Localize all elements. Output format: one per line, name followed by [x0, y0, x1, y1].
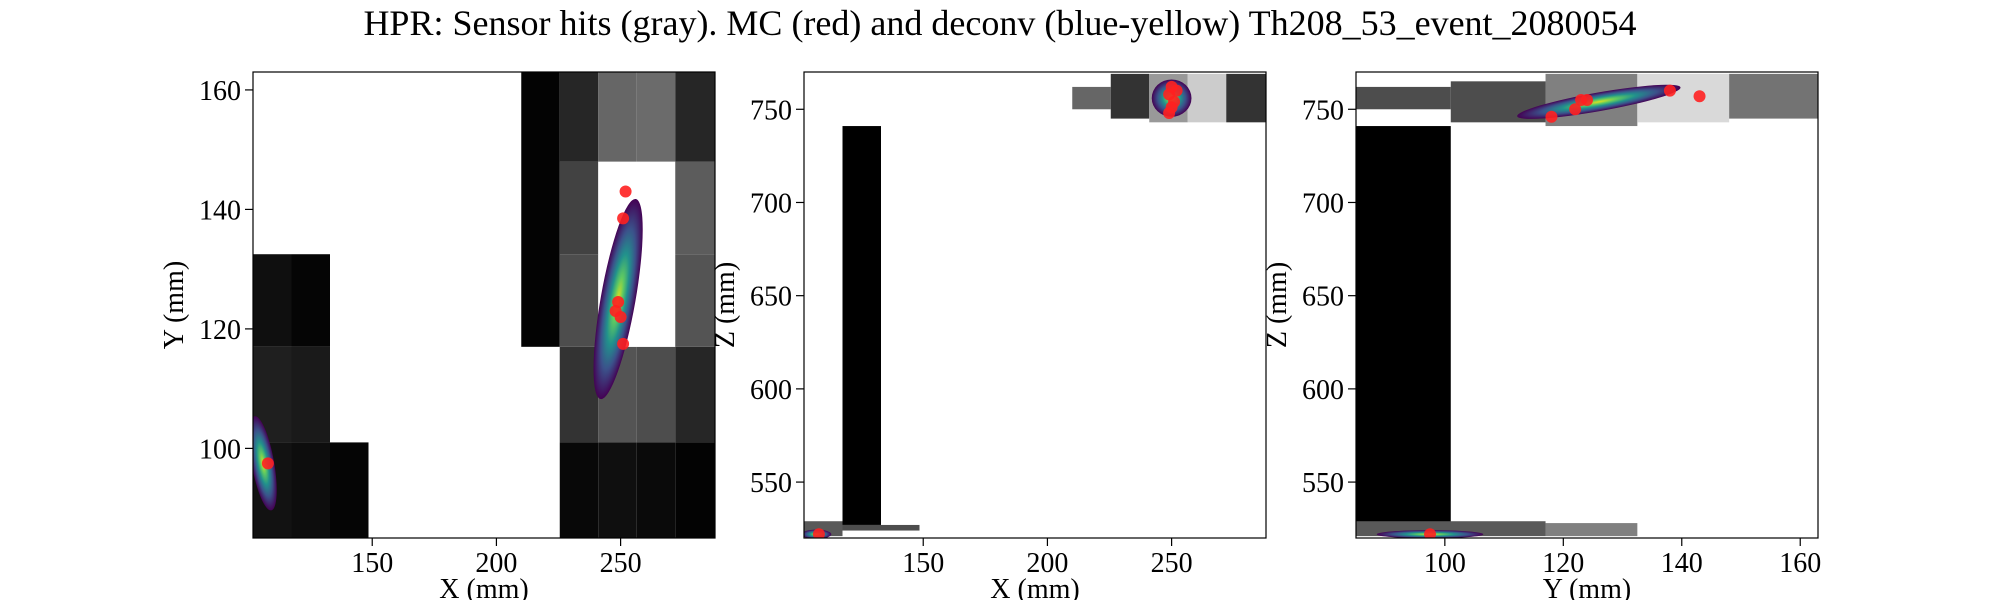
sensor-hit-cell	[1226, 73, 1266, 123]
panel-xy-ylabel: Y (mm)	[159, 261, 190, 349]
x-tick-label: 150	[351, 548, 393, 579]
panel-xz: 150 200 250 550 600 650 700 750 X (mm) Z (mm)	[710, 71, 1267, 600]
sensor-hit-cell	[1110, 73, 1150, 119]
panel-yz-xlabel: Y (mm)	[1543, 574, 1631, 600]
panel-yz-ylabel: Z (mm)	[1262, 262, 1293, 348]
sensor-hit-cell	[636, 72, 676, 162]
mc-point	[1663, 84, 1676, 97]
mc-point	[812, 528, 825, 538]
sensor-hit-cell	[330, 442, 369, 538]
mc-point	[1545, 110, 1558, 123]
mc-point	[1569, 103, 1582, 116]
panel-xz-xlabel: X (mm)	[990, 574, 1079, 600]
y-tick-label: 750	[1302, 95, 1344, 126]
y-tick-label: 700	[750, 188, 792, 219]
panel-yz-plot-area	[1356, 73, 1818, 538]
panel-xy: 150 200 250 100 120 140 160 X (mm) Y (mm)	[159, 71, 716, 600]
figure-title: HPR: Sensor hits (gray). MC (red) and de…	[363, 3, 1637, 43]
sensor-hit-cell	[675, 346, 715, 443]
sensor-hit-cell	[1187, 73, 1227, 123]
deconv-blob	[1517, 84, 1681, 119]
x-tick-label: 250	[1151, 548, 1193, 579]
sensor-hit-cell	[675, 72, 715, 162]
panel-xz-plot-area	[804, 73, 1266, 538]
sensor-hit-cell	[559, 346, 599, 443]
mc-point	[617, 337, 630, 350]
sensor-hit-cell	[559, 254, 599, 347]
panel-xz-axes-frame	[803, 71, 1267, 539]
panel-xy-plot-area	[253, 72, 715, 538]
sensor-hit-cell	[675, 254, 715, 347]
x-tick-label: 140	[1661, 548, 1703, 579]
y-tick-label: 550	[750, 468, 792, 499]
sensor-hit-cell	[559, 161, 599, 255]
sensor-hit-cell	[636, 346, 676, 443]
sensor-hit-cell	[842, 126, 881, 525]
x-tick-label: 200	[1026, 548, 1068, 579]
mc-point	[1693, 90, 1706, 103]
sensor-hit-cell	[598, 442, 637, 538]
sensor-hit-cell	[1729, 73, 1818, 119]
sensor-hit-cell	[1545, 523, 1638, 537]
mc-point	[261, 457, 274, 470]
sensor-hit-cell	[253, 254, 292, 347]
y-tick-label: 120	[199, 315, 241, 346]
sensor-hit-cell	[559, 442, 599, 538]
x-tick-label: 160	[1779, 548, 1821, 579]
panel-yz: 100 120 140 160 550 600 650 700 750 Y (mm) Z (mm)	[1262, 71, 1821, 600]
y-tick-label: 750	[750, 95, 792, 126]
y-tick-label: 600	[750, 375, 792, 406]
sensor-hit-cell	[559, 72, 599, 162]
sensor-hit-cell	[1356, 86, 1451, 110]
panel-xy-xlabel: X (mm)	[439, 574, 528, 600]
y-tick-label: 160	[199, 76, 241, 107]
y-tick-label: 550	[1302, 468, 1344, 499]
sensor-hit-cell	[521, 72, 560, 347]
mc-point	[1424, 528, 1437, 538]
sensor-hit-cell	[598, 72, 637, 162]
panel-yz-axes-frame	[1355, 71, 1819, 539]
x-tick-label: 120	[1542, 548, 1584, 579]
sensor-hit-cell	[291, 346, 330, 443]
mc-point	[1163, 107, 1176, 120]
mc-point	[617, 212, 630, 225]
y-tick-label: 700	[1302, 188, 1344, 219]
sensor-hit-cell	[291, 442, 330, 538]
y-tick-label: 100	[199, 434, 241, 465]
sensor-hit-cell	[636, 442, 676, 538]
y-tick-label: 650	[750, 282, 792, 313]
panel-xy-axes-frame	[252, 71, 716, 539]
sensor-hit-cell	[842, 524, 920, 531]
x-tick-label: 150	[902, 548, 944, 579]
mc-point	[614, 310, 627, 323]
mc-point	[619, 185, 632, 198]
y-tick-label: 650	[1302, 282, 1344, 313]
sensor-hit-cell	[1072, 86, 1111, 110]
mc-point	[1575, 93, 1588, 106]
sensor-hit-cell	[1356, 126, 1451, 525]
panel-xz-ylabel: Z (mm)	[710, 262, 741, 348]
y-tick-label: 600	[1302, 375, 1344, 406]
y-tick-label: 140	[199, 195, 241, 226]
sensor-hit-cell	[636, 161, 676, 255]
x-tick-label: 250	[600, 548, 642, 579]
sensor-hit-cell	[636, 254, 676, 347]
sensor-hit-cell	[675, 161, 715, 255]
x-tick-label: 200	[475, 548, 517, 579]
sensor-hit-cell	[291, 254, 330, 347]
x-tick-label: 100	[1424, 548, 1466, 579]
sensor-hit-cell	[675, 442, 715, 538]
